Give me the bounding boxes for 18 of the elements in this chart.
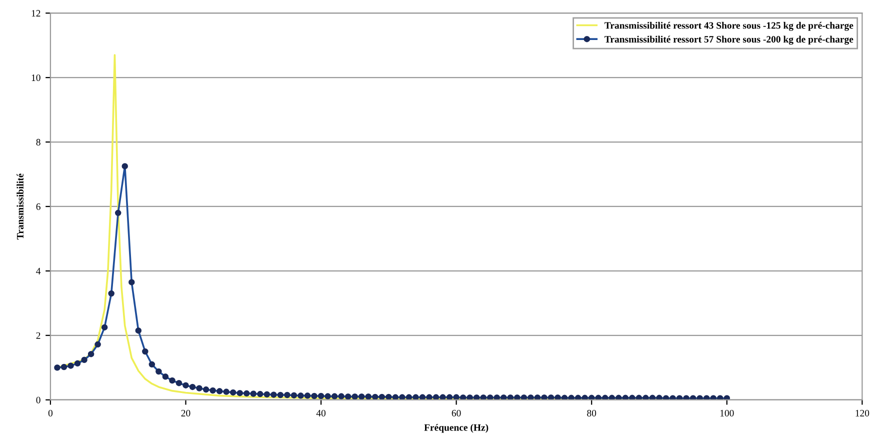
y-tick-label: 2 <box>36 332 40 339</box>
y-tick-label: 4 <box>36 268 41 274</box>
x-tick-label: 40 <box>316 410 326 416</box>
x-tick-label: 0 <box>48 410 53 416</box>
x-tick-label: 120 <box>856 410 870 416</box>
y-tick-label: 0 <box>36 396 40 404</box>
y-tick-label: 8 <box>36 138 40 146</box>
legend-label: Transmissibilité ressort 43 Shore sous -125 kg de pré-charge <box>604 22 854 31</box>
y-tick-label: 10 <box>32 74 40 82</box>
x-tick-label: 80 <box>587 410 596 416</box>
x-tick-label: 60 <box>452 410 461 416</box>
legend-label: Transmissibilité ressort 57 Shore sous -200 kg de pré-charge <box>604 36 854 45</box>
x-tick-label: 100 <box>720 410 734 416</box>
y-axis-title: Transmissibilité <box>16 174 24 240</box>
x-tick-label: 20 <box>181 410 190 416</box>
x-axis-title: Fréquence (Hz) <box>424 424 488 433</box>
y-tick-label: 6 <box>36 203 40 210</box>
y-tick-label: 12 <box>32 10 40 16</box>
